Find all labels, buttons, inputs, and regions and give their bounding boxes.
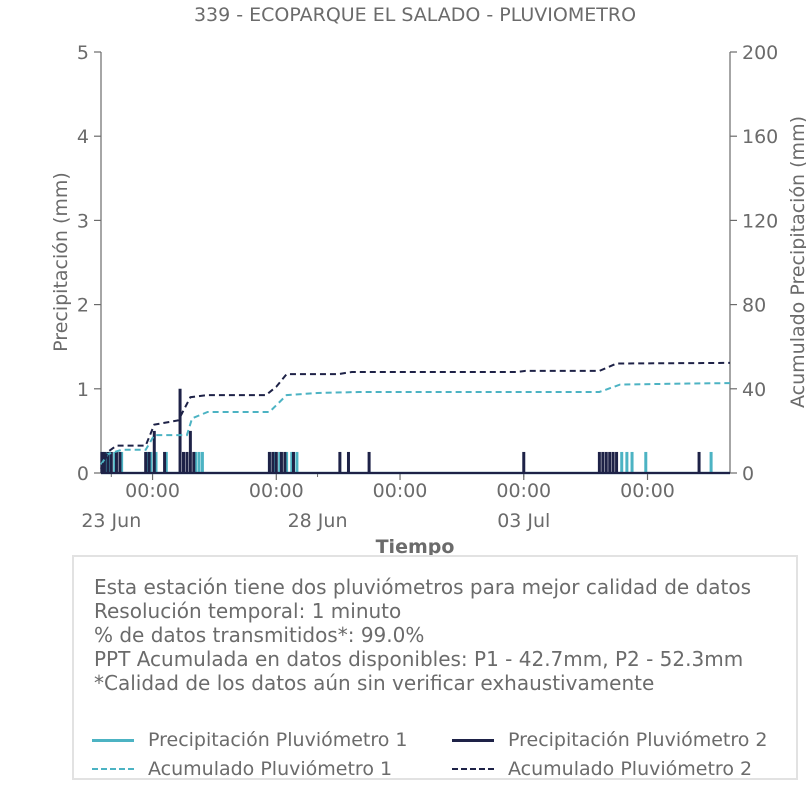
plot-axes [100,52,731,474]
y-axis-label: Precipitación (mm) [50,172,72,352]
y2-tick-label: 200 [742,42,778,64]
y-tick-label: 1 [77,379,89,401]
axis-ticks: 0 1 2 3 4 5 0 40 80 120 160 200 00:00 00:00 00:00 00:00… [77,42,778,532]
legend-item-p2-precip: Precipitación Pluviómetro 2 [452,729,768,751]
legend-label: Precipitación Pluviómetro 1 [148,729,408,751]
legend-label: Precipitación Pluviómetro 2 [508,729,768,751]
precipitation-bars [100,388,730,475]
legend-swatch-icon [452,768,494,770]
y-tick-label: 0 [77,463,89,485]
x-tick-label: 00:00 [496,480,551,502]
x-tick-label: 00:00 [249,480,304,502]
x-tick-label: 00:00 [373,480,428,502]
y2-tick-label: 120 [742,210,778,232]
info-line: Resolución temporal: 1 minuto [94,599,402,623]
y-tick-label: 2 [77,295,89,317]
x-axis-label: Tiempo [376,536,455,558]
info-line: % de datos transmitidos*: 99.0% [94,623,425,647]
y2-tick-label: 160 [742,126,778,148]
legend-label: Acumulado Pluviómetro 2 [508,758,753,780]
x-tick-label: 00:00 [125,480,180,502]
x-date-label: 28 Jun [288,510,348,532]
legend-item-p1-cumulative: Acumulado Pluviómetro 1 [92,758,392,780]
x-tick-label: 00:00 [620,480,675,502]
x-date-label: 23 Jun [81,510,141,532]
y-tick-label: 4 [77,126,89,148]
legend-item-p2-cumulative: Acumulado Pluviómetro 2 [452,758,752,780]
legend-item-p1-precip: Precipitación Pluviómetro 1 [92,729,408,751]
info-text: Esta estación tiene dos pluviómetros par… [94,575,751,695]
cumulative-line [100,382,731,466]
x-date-label: 03 Jul [497,510,550,532]
cumulative-line [100,361,731,470]
legend-swatch-icon [92,738,134,742]
legend-swatch-icon [92,768,134,770]
legend-label: Acumulado Pluviómetro 1 [148,758,393,780]
legend-swatch-icon [452,738,494,742]
y2-tick-label: 40 [742,379,766,401]
y2-axis-label: Acumulado Precipitación (mm) [787,116,806,408]
chart-title: 339 - ECOPARQUE EL SALADO - PLUVIOMETRO [194,4,636,26]
info-line: Esta estación tiene dos pluviómetros par… [94,575,752,599]
y2-tick-label: 80 [742,295,766,317]
cumulative-lines [100,361,731,470]
y2-tick-label: 0 [742,463,754,485]
y-tick-label: 3 [77,210,89,232]
y-tick-label: 5 [77,42,89,64]
info-line: PPT Acumulada en datos disponibles: P1 -… [94,647,744,671]
info-line: *Calidad de los datos aún sin verificar … [94,671,655,695]
info-panel: Esta estación tiene dos pluviómetros par… [72,555,798,780]
